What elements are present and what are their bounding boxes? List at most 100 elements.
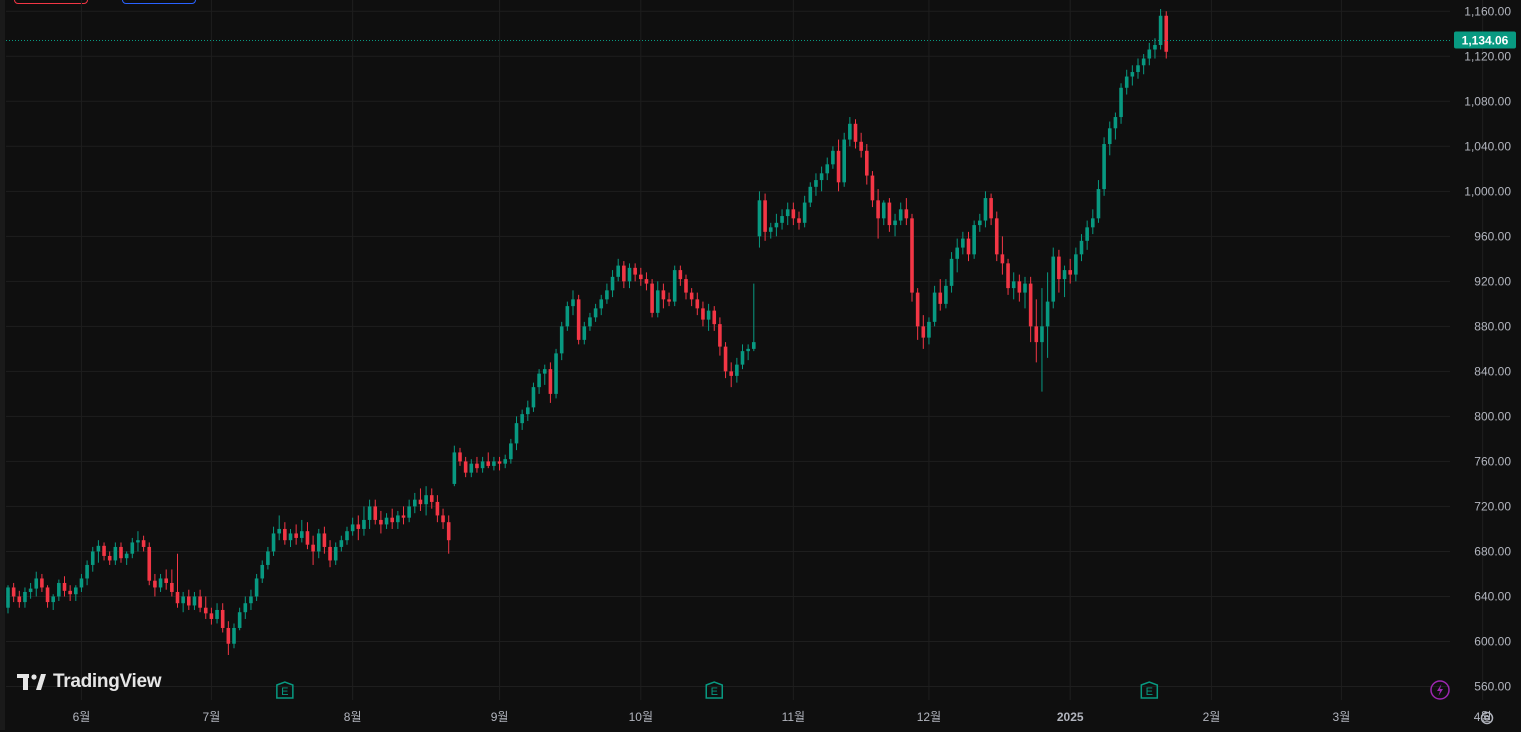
candle-body	[893, 220, 897, 226]
candle-body	[17, 596, 22, 603]
candle-body	[45, 587, 50, 603]
earnings-label: E	[1146, 686, 1153, 698]
candle-body	[644, 279, 649, 284]
candle-body	[11, 587, 16, 597]
candle-body	[774, 222, 779, 228]
candle-body	[582, 326, 587, 340]
candle-body	[119, 546, 123, 559]
candle-body	[542, 369, 547, 374]
candle-body	[802, 202, 807, 223]
candle-body	[927, 321, 931, 338]
brand-name: TradingView	[53, 671, 162, 692]
candle-body	[616, 265, 620, 277]
price-tick-label: 960.00	[1474, 229, 1511, 243]
candle-body	[870, 175, 875, 201]
candle-body	[949, 258, 954, 286]
candle-body	[300, 531, 304, 538]
candle-body	[554, 353, 558, 394]
candle-body	[333, 546, 338, 561]
candle-body	[983, 198, 988, 221]
candle-body	[876, 200, 880, 219]
candle-body	[497, 461, 502, 464]
time-tick-label: 2월	[1203, 710, 1221, 724]
candle-body	[593, 308, 598, 318]
candle-body	[797, 218, 801, 223]
candle-body	[1136, 65, 1140, 73]
candle-body	[904, 209, 909, 219]
candle-body	[531, 387, 536, 408]
time-tick-label: 2025	[1057, 710, 1084, 724]
candle-body	[215, 609, 219, 619]
price-tick-label: 680.00	[1474, 544, 1511, 558]
candle-body	[520, 414, 524, 424]
candle-body	[1040, 326, 1044, 343]
candle-body	[752, 342, 756, 349]
candle-body	[1011, 281, 1016, 289]
candle-body	[401, 515, 406, 518]
price-tick-label: 880.00	[1474, 319, 1511, 333]
time-tick-label: 10월	[629, 710, 653, 724]
candle-body	[328, 546, 332, 561]
candle-body	[898, 209, 903, 221]
candle-body	[418, 499, 423, 505]
candle-body	[1153, 45, 1157, 50]
candle-body	[768, 227, 773, 232]
candle-body	[1006, 263, 1010, 289]
event-markers: EEEE	[276, 680, 1450, 700]
candle-body	[881, 202, 886, 219]
candle-body	[356, 524, 361, 529]
candle-body	[1091, 218, 1095, 228]
earnings-icon[interactable]: E	[1140, 681, 1159, 699]
candle-body	[96, 545, 101, 552]
candle-body	[684, 279, 688, 293]
candle-body	[23, 591, 27, 603]
candle-body	[622, 265, 626, 282]
candle-body	[548, 369, 553, 394]
price-tick-label: 600.00	[1474, 634, 1511, 648]
candle-body	[610, 276, 615, 291]
candle-body	[853, 123, 858, 142]
candle-body	[203, 607, 208, 614]
price-tick-label: 920.00	[1474, 274, 1511, 288]
candle-body	[1023, 283, 1027, 293]
candle-body	[599, 299, 604, 309]
candle-body	[735, 364, 739, 376]
candle-body	[294, 533, 298, 538]
time-tick-label: 9월	[491, 710, 509, 724]
earnings-icon[interactable]: E	[705, 681, 723, 699]
candle-body	[413, 499, 417, 507]
time-tick-label: 7월	[203, 710, 221, 724]
candle-body	[1017, 281, 1022, 293]
candle-body	[153, 580, 157, 588]
time-axis: 6월7월8월9월10월11월12월20252월3월4월5월	[73, 710, 1492, 724]
candle-body	[367, 506, 372, 520]
last-price-line: 1,134.06	[6, 31, 1516, 49]
candle-body	[57, 582, 61, 597]
earnings-label: E	[281, 686, 288, 698]
candle-body	[757, 200, 762, 237]
candle-body	[254, 578, 259, 597]
candle-body	[526, 407, 530, 415]
candle-body	[1096, 189, 1101, 219]
candle-body	[424, 495, 428, 505]
candle-body	[1107, 128, 1112, 145]
candle-body	[232, 627, 236, 644]
settings-icon[interactable]	[1478, 709, 1496, 727]
time-tick-label: 12월	[917, 710, 941, 724]
candle-body	[198, 596, 202, 608]
lightning-icon[interactable]	[1430, 680, 1450, 700]
candle-body	[910, 218, 914, 293]
earnings-label: E	[711, 686, 718, 698]
candle-body	[463, 461, 468, 473]
earnings-icon[interactable]: E	[276, 681, 294, 699]
candle-body	[102, 545, 106, 556]
candle-body	[85, 564, 89, 579]
candle-body	[192, 596, 197, 606]
candle-body	[1028, 283, 1033, 327]
candle-body	[480, 461, 485, 469]
candle-body	[345, 531, 349, 541]
tradingview-logo[interactable]: TradingView	[17, 671, 162, 693]
candle-body	[961, 238, 965, 248]
price-tick-label: 640.00	[1474, 589, 1511, 603]
